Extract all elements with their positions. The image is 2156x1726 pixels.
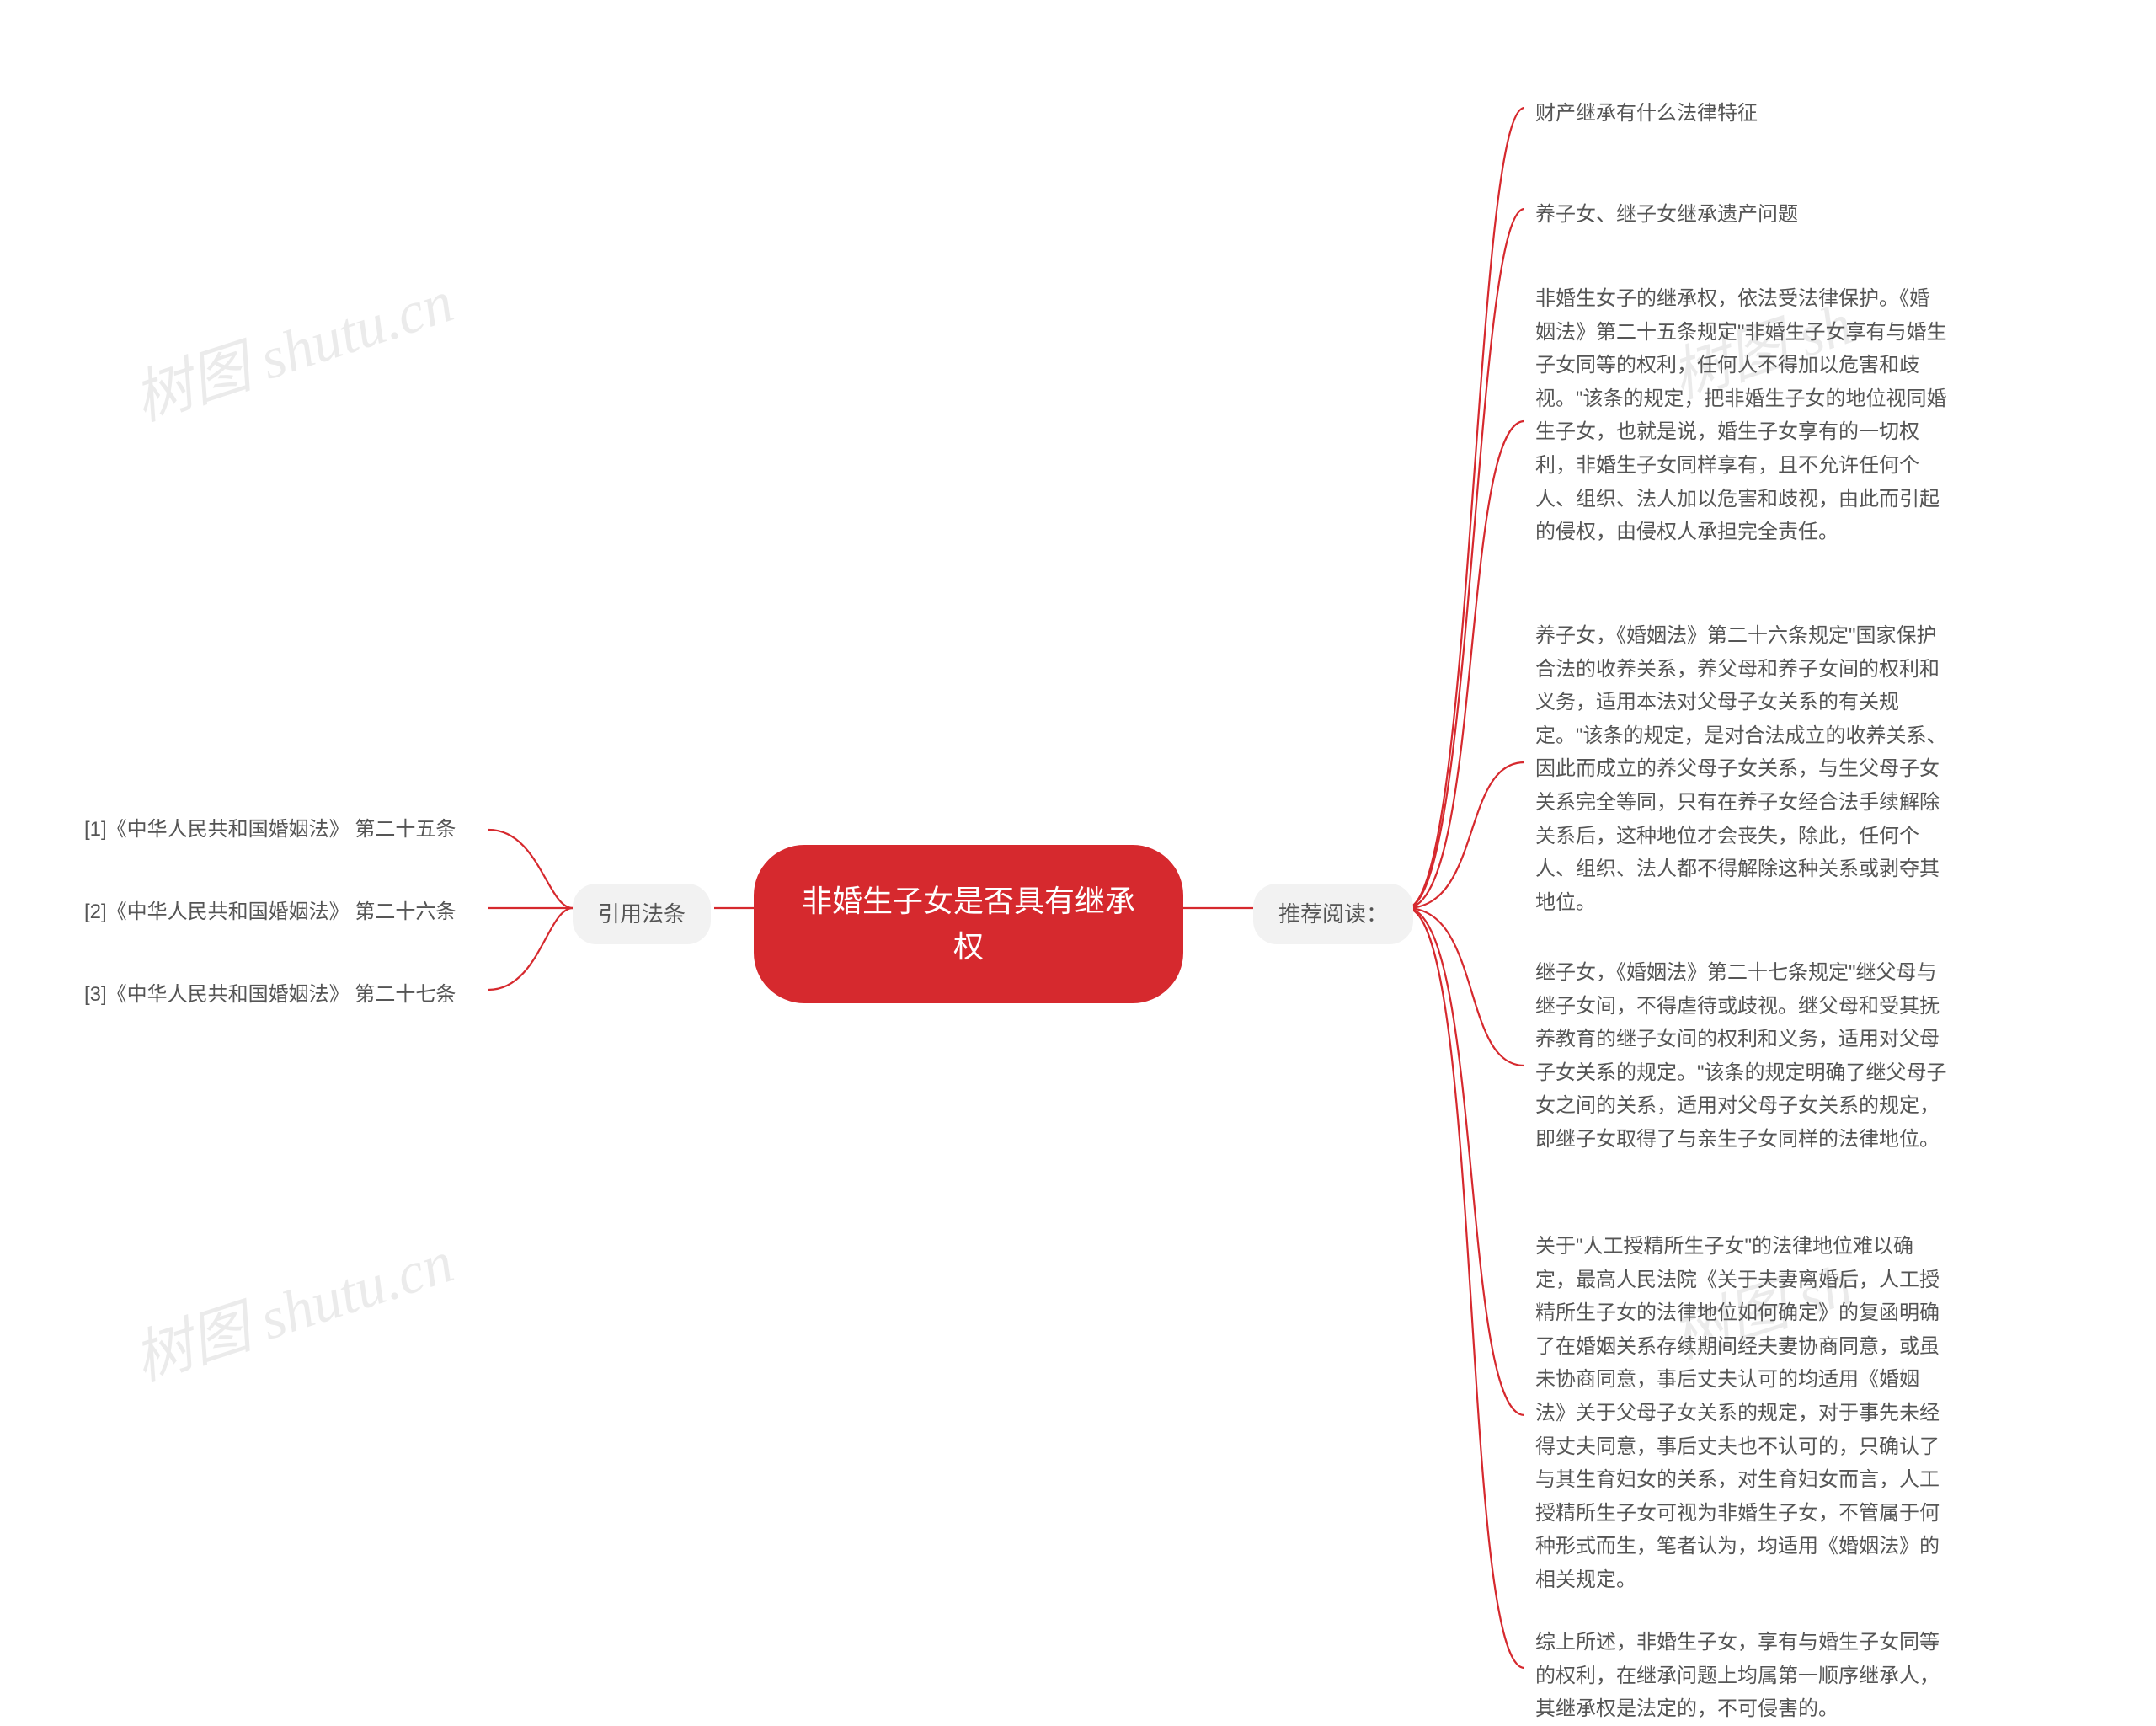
mindmap-canvas: 树图 shutu.cn 树图 shutu.cn 树图 sh 树图 sh 非婚生子… bbox=[0, 0, 2156, 1715]
leaf-reading-3[interactable]: 非婚生女子的继承权，依法受法律保护。《婚姻法》第二十五条规定"非婚生子女享有与婚… bbox=[1535, 282, 1948, 549]
leaf-reading-4[interactable]: 养子女，《婚姻法》第二十六条规定"国家保护合法的收养关系，养父母和养子女间的权利… bbox=[1535, 619, 1948, 919]
branch-right[interactable]: 推荐阅读： bbox=[1253, 884, 1413, 944]
branch-left[interactable]: 引用法条 bbox=[573, 884, 711, 944]
root-text-line1: 非婚生子女是否具有继承 bbox=[802, 884, 1135, 918]
leaf-reading-1[interactable]: 财产继承有什么法律特征 bbox=[1535, 97, 1758, 131]
connector-path bbox=[1406, 108, 1524, 908]
leaf-law-25[interactable]: [1]《中华人民共和国婚姻法》 第二十五条 bbox=[84, 813, 456, 847]
leaf-reading-2[interactable]: 养子女、继子女继承遗产问题 bbox=[1535, 198, 1798, 232]
root-node[interactable]: 非婚生子女是否具有继承 权 bbox=[754, 845, 1183, 1003]
watermark: 树图 shutu.cn bbox=[121, 1215, 462, 1397]
connector-path bbox=[488, 908, 573, 990]
connector-path bbox=[1406, 908, 1524, 1415]
connector-path bbox=[1406, 209, 1524, 908]
watermark: 树图 shutu.cn bbox=[121, 254, 462, 437]
leaf-reading-5[interactable]: 继子女，《婚姻法》第二十七条规定"继父母与继子女间，不得虐待或歧视。继父母和受其… bbox=[1535, 956, 1948, 1157]
leaf-law-27[interactable]: [3]《中华人民共和国婚姻法》 第二十七条 bbox=[84, 978, 456, 1013]
connector-path bbox=[1406, 908, 1524, 1066]
leaf-law-26[interactable]: [2]《中华人民共和国婚姻法》 第二十六条 bbox=[84, 895, 456, 930]
connector-path bbox=[1406, 908, 1524, 1668]
connector-path bbox=[1406, 762, 1524, 908]
leaf-reading-7[interactable]: 综上所述，非婚生子女，享有与婚生子女同等的权利，在继承问题上均属第一顺序继承人，… bbox=[1535, 1626, 1948, 1726]
root-text-line2: 权 bbox=[953, 929, 984, 964]
connector-path bbox=[488, 830, 573, 908]
connector-path bbox=[1406, 421, 1524, 908]
leaf-reading-6[interactable]: 关于"人工授精所生子女"的法律地位难以确定，最高人民法院《关于夫妻离婚后，人工授… bbox=[1535, 1230, 1948, 1597]
